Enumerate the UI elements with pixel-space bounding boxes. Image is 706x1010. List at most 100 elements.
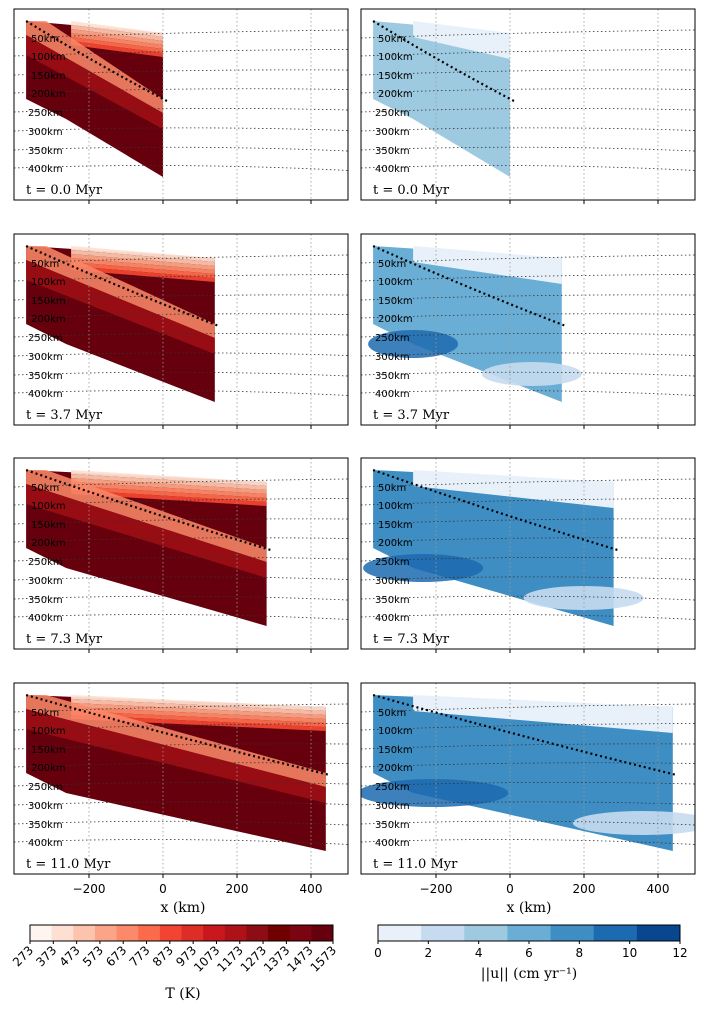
velocity-tick-label: 6 <box>525 946 533 960</box>
velocity-panel-2: 50km 100km 150km 200km 250km 300km 350km 400km t… <box>360 457 696 653</box>
depth-contour-line <box>361 127 695 132</box>
depth-label: 150km <box>31 296 66 307</box>
temperature-panel-1: 50km 100km 150km 200km 250km 300km 350km 400km t… <box>13 233 349 429</box>
temperature-colorbar-swatch <box>311 925 334 941</box>
depth-label: 400km <box>28 613 63 624</box>
temperature-panel-0: 50km 100km 150km 200km 250km 300km 350km 400km t… <box>13 8 349 204</box>
depth-label: 350km <box>375 595 410 606</box>
temperature-lid-band <box>71 478 267 494</box>
velocity-slow-region <box>481 362 582 386</box>
velocity-fast-region <box>361 779 509 807</box>
velocity-colorbar-swatch <box>378 925 422 941</box>
depth-label: 250km <box>28 782 63 793</box>
x-tick-label: −200 <box>420 882 453 896</box>
depth-label: 300km <box>28 576 63 587</box>
depth-label: 150km <box>378 520 413 531</box>
temperature-tick-label: 1573 <box>308 943 339 974</box>
velocity-field <box>373 470 614 626</box>
temperature-tick-label: 473 <box>57 943 83 969</box>
depth-label: 300km <box>375 352 410 363</box>
temperature-colorbar-swatch <box>203 925 226 941</box>
panel-frame <box>13 682 349 875</box>
temperature-tick-label: 1273 <box>238 943 269 974</box>
temperature-colorbar-swatch <box>246 925 269 941</box>
depth-label: 400km <box>375 613 410 624</box>
temperature-tick-label: 1473 <box>284 943 315 974</box>
panel-frame <box>360 8 696 201</box>
slab-cold-band <box>26 21 163 113</box>
depth-label: 400km <box>375 164 410 175</box>
temperature-lid-band <box>71 41 163 57</box>
x-tick-label: 400 <box>647 882 670 896</box>
slab-surface-line <box>372 244 567 328</box>
time-label: t = 11.0 Myr <box>373 857 458 872</box>
depth-label: 300km <box>28 352 63 363</box>
temperature-lid-band <box>71 254 215 270</box>
depth-label: 150km <box>378 296 413 307</box>
temperature-colorbar: 2733734735736737738739731073117312731373… <box>10 924 339 975</box>
velocity-lid <box>413 470 614 508</box>
temperature-tick-label: 773 <box>127 943 153 969</box>
velocity-tick-label: 10 <box>622 946 637 960</box>
temperature-colorbar-swatch <box>73 925 96 941</box>
depth-label: 50km <box>31 34 59 45</box>
depth-label: 250km <box>375 108 410 119</box>
x-axis-label-right: x (km) <box>506 900 551 916</box>
temperature-colorbar-swatch <box>94 925 118 941</box>
panel-frame <box>360 233 696 426</box>
depth-label: 300km <box>375 801 410 812</box>
depth-label: 200km <box>378 763 413 774</box>
velocity-field <box>373 21 510 177</box>
depth-label: 150km <box>31 745 66 756</box>
depth-label: 200km <box>378 89 413 100</box>
temperature-lid-band <box>71 711 326 727</box>
depth-label: 50km <box>378 708 406 719</box>
time-label: t = 0.0 Myr <box>373 183 450 198</box>
x-tick-label: 0 <box>506 882 514 896</box>
depth-label: 50km <box>378 34 406 45</box>
slab-surface-line <box>25 693 331 777</box>
time-label: t = 3.7 Myr <box>373 408 450 423</box>
slab-surface-line <box>372 20 515 102</box>
panel-frame <box>360 457 696 650</box>
depth-label: 100km <box>378 726 413 737</box>
temperature-tick-label: 573 <box>80 943 106 969</box>
slab-cold-band <box>26 695 326 787</box>
temperature-panel-2: 50km 100km 150km 200km 250km 300km 350km 400km t… <box>13 457 349 653</box>
depth-label: 200km <box>31 538 66 549</box>
temperature-lid-band <box>71 482 267 498</box>
temperature-tick-label: 1373 <box>261 943 292 974</box>
temperature-colorbar-frame <box>29 924 334 942</box>
velocity-tick-label: 2 <box>425 946 433 960</box>
time-label: t = 7.3 Myr <box>26 632 103 647</box>
depth-label: 100km <box>378 501 413 512</box>
depth-label: 150km <box>378 71 413 82</box>
temperature-colorbar-swatch <box>51 925 74 941</box>
depth-label: 50km <box>31 483 59 494</box>
slab-surface-line <box>25 20 168 102</box>
velocity-colorbar-label: ||u|| (cm yr⁻¹) <box>481 966 577 982</box>
depth-label: 300km <box>375 127 410 138</box>
depth-label: 400km <box>28 838 63 849</box>
temperature-colorbar-swatch <box>138 925 161 941</box>
velocity-panel-0: 50km 100km 150km 200km 250km 300km 350km 400km t… <box>360 8 696 204</box>
temperature-tick-label: 673 <box>103 943 129 969</box>
temperature-colorbar-swatch <box>268 925 291 941</box>
temperature-lid-band <box>71 490 267 506</box>
temperature-lid-band <box>71 25 163 41</box>
depth-label: 200km <box>378 314 413 325</box>
temperature-lid-band <box>71 33 163 49</box>
temperature-colorbar-swatch <box>289 925 312 941</box>
time-label: t = 7.3 Myr <box>373 632 450 647</box>
velocity-tick-label: 4 <box>475 946 483 960</box>
velocity-colorbar-swatch <box>593 925 638 941</box>
temperature-lid-band <box>71 715 326 731</box>
depth-label: 200km <box>31 314 66 325</box>
depth-label: 100km <box>31 501 66 512</box>
temperature-colorbar-swatch <box>159 925 182 941</box>
velocity-colorbar-swatch <box>421 925 465 941</box>
depth-label: 50km <box>378 259 406 270</box>
depth-label: 400km <box>375 838 410 849</box>
slab-cold-band <box>26 470 267 562</box>
slab-warm-band <box>26 35 163 129</box>
